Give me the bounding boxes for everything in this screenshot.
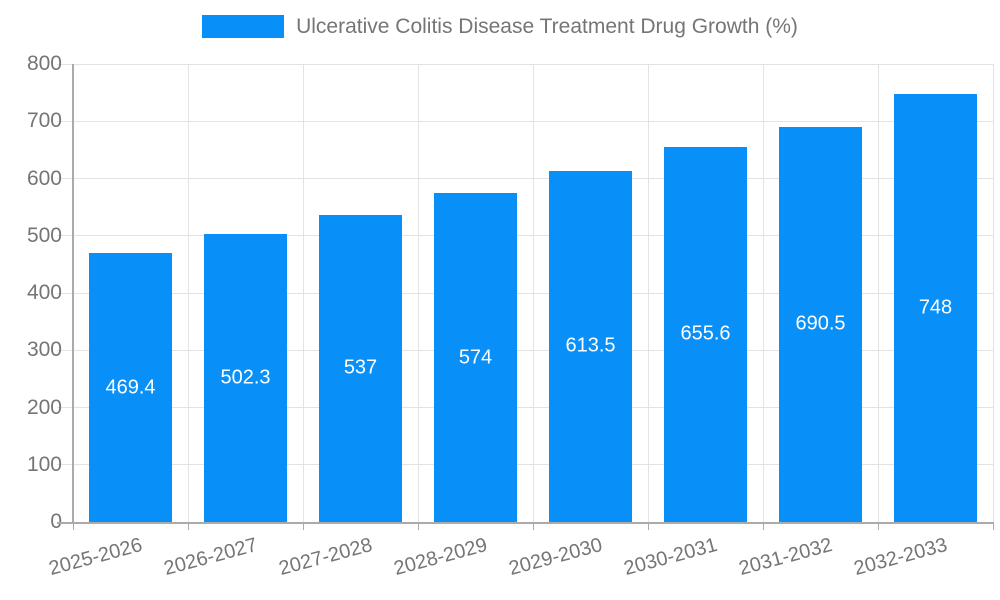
y-tick-label: 0	[0, 511, 62, 533]
y-tick-label: 800	[26, 52, 62, 75]
bar[interactable]	[319, 214, 402, 522]
bar-value-label: 690.5	[795, 312, 846, 335]
x-tick-mark	[417, 522, 419, 530]
v-gridline	[647, 64, 649, 522]
y-tick-label: 700	[26, 109, 62, 133]
x-tick-label: 2025-2026	[46, 534, 145, 581]
x-tick-label: 2031-2032	[736, 534, 835, 581]
y-tick-mark	[57, 120, 73, 122]
v-gridline	[877, 64, 879, 522]
y-tick-label: 300	[26, 338, 62, 362]
legend-swatch	[202, 15, 285, 39]
y-tick-label: 400	[26, 281, 62, 304]
bar[interactable]	[664, 146, 747, 522]
bar-value-label: 469.4	[105, 376, 156, 399]
y-tick-label: 500	[26, 223, 62, 247]
v-gridline	[417, 64, 419, 522]
v-gridline	[992, 64, 994, 522]
bar-value-label: 502.3	[220, 366, 271, 389]
y-tick-mark	[57, 178, 73, 179]
y-tick-label: 200	[26, 395, 62, 419]
bar-value-label: 537	[343, 356, 378, 379]
y-tick-mark	[57, 349, 73, 351]
x-tick-mark	[647, 522, 649, 530]
x-tick-label: 2028-2029	[391, 534, 490, 581]
bar-value-label: 574	[458, 346, 493, 369]
x-tick-mark	[187, 522, 189, 530]
x-tick-label: 2029-2030	[506, 534, 605, 581]
bar-value-label: 613.5	[565, 334, 616, 357]
y-tick-mark	[57, 292, 73, 294]
y-tick-label: 600	[26, 166, 62, 190]
x-axis-line	[57, 522, 993, 524]
legend-item[interactable]: Ulcerative Colitis Disease Treatment Dru…	[202, 14, 798, 39]
v-gridline	[762, 64, 764, 522]
bar[interactable]	[434, 193, 517, 522]
bar[interactable]	[549, 170, 632, 522]
y-tick-mark	[57, 63, 73, 65]
x-tick-label: 2027-2028	[276, 534, 375, 581]
bar[interactable]	[894, 93, 977, 522]
x-tick-mark	[992, 522, 994, 530]
bar-value-label: 655.6	[680, 322, 731, 345]
y-tick-mark	[57, 407, 73, 408]
x-tick-label: 2030-2031	[621, 534, 720, 581]
x-tick-label: 2026-2027	[161, 534, 260, 581]
bar[interactable]	[204, 234, 287, 522]
legend-label: Ulcerative Colitis Disease Treatment Dru…	[296, 15, 798, 38]
chart-legend: Ulcerative Colitis Disease Treatment Dru…	[0, 14, 1000, 39]
bar[interactable]	[779, 126, 862, 522]
x-tick-mark	[762, 522, 764, 530]
v-gridline	[302, 64, 304, 522]
x-tick-mark	[302, 522, 304, 530]
x-tick-mark	[72, 522, 74, 530]
y-tick-mark	[57, 235, 73, 237]
x-tick-mark	[532, 522, 534, 530]
bar-value-label: 748	[918, 296, 953, 319]
y-tick-label: 100	[26, 452, 62, 476]
v-gridline	[187, 64, 189, 522]
y-axis-line	[72, 64, 74, 522]
v-gridline	[532, 64, 534, 522]
y-tick-mark	[57, 464, 73, 466]
x-tick-mark	[877, 522, 879, 530]
bar[interactable]	[89, 253, 172, 522]
x-tick-label: 2032-2033	[851, 534, 950, 581]
